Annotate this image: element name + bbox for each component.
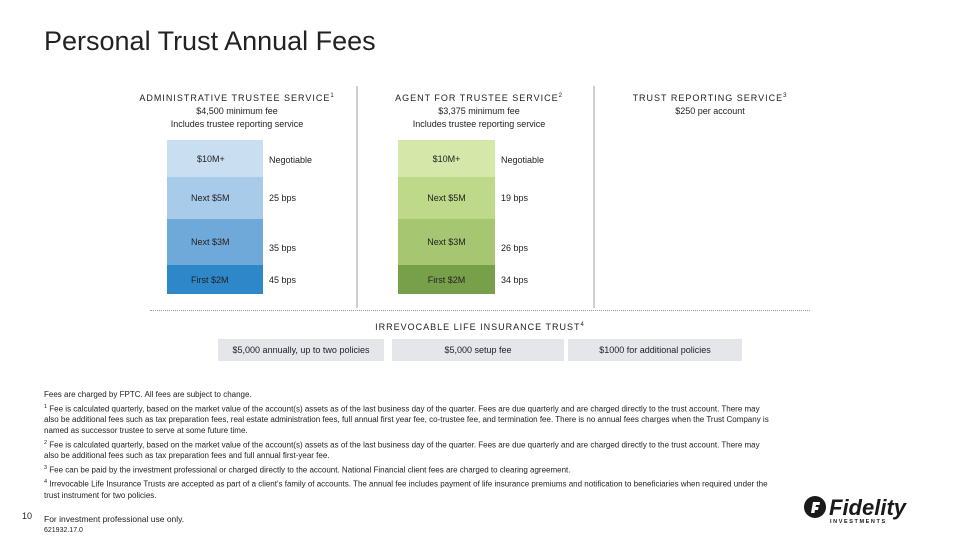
footnote-1-sup: 1 [44,403,48,410]
footnote-2-text: Fee is calculated quarterly, based on th… [44,440,760,461]
agent-tier-label: $10M+ [432,153,461,164]
reporting-service-title: TRUST REPORTING SERVICE [632,93,784,103]
footnote-4-text: Irrevocable Life Insurance Trusts are ac… [44,479,768,500]
agent-tier-next3m: Next $3M [398,219,495,265]
section-separator [150,310,810,311]
reporting-fee: $250 per account [675,106,745,116]
footnote-1: 1 Fee is calculated quarterly, based on … [44,402,772,437]
column-divider [356,86,358,308]
admin-service-title: ADMINISTRATIVE TRUSTEE SERVICE [139,93,331,103]
admin-tier-label: Next $3M [191,237,230,247]
admin-fee-first2m: 45 bps [269,275,297,285]
reporting-service-header: TRUST REPORTING SERVICE3 $250 per accoun… [612,90,808,118]
footnote-3: 3 Fee can be paid by the investment prof… [44,463,772,476]
agent-service-title: AGENT FOR TRUSTEE SERVICE [395,93,559,103]
ilit-title: IRREVOCABLE LIFE INSURANCE TRUST [375,322,581,332]
admin-service-sup: 1 [330,93,335,99]
agent-service-header: AGENT FOR TRUSTEE SERVICE2 $3,375 minimu… [372,90,586,131]
footnote-2-sup: 2 [44,439,48,446]
usage-notice: For investment professional use only. [44,514,185,524]
agent-tier-next5m: Next $5M [398,177,495,219]
footnote-4: 4 Irrevocable Life Insurance Trusts are … [44,477,772,501]
agent-fee-first2m: 34 bps [501,275,529,285]
column-divider [593,86,595,308]
admin-fee-10m: Negotiable [269,155,313,165]
admin-fee-next5m: 25 bps [269,193,297,203]
footnotes: Fees are charged by FPTC. All fees are s… [44,389,772,502]
fidelity-logo: Fidelity INVESTMENTS [803,493,927,525]
admin-fee-next3m: 35 bps [269,243,297,253]
agent-fee-next3m: 26 bps [501,243,529,253]
admin-tier-10m: $10M+ [167,140,263,177]
page-number: 10 [22,511,33,521]
footnote-3-text: Fee can be paid by the investment profes… [49,465,571,475]
agent-tier-label: First $2M [427,274,466,285]
document-code: 621932.17.0 [44,527,83,534]
svg-text:INVESTMENTS: INVESTMENTS [830,519,887,525]
admin-tier-label: First $2M [191,274,229,285]
footnote-1-text: Fee is calculated quarterly, based on th… [44,404,769,436]
admin-tier-label: $10M+ [197,153,225,164]
admin-tier-label: Next $5M [191,193,230,203]
svg-text:Fidelity: Fidelity [829,495,908,520]
footnote-2: 2 Fee is calculated quarterly, based on … [44,438,772,462]
admin-tier-next5m: Next $5M [167,177,263,219]
admin-tier-next3m: Next $3M [167,219,263,265]
admin-service-header: ADMINISTRATIVE TRUSTEE SERVICE1 $4,500 m… [130,90,344,131]
admin-tier-first2m: First $2M [167,265,263,294]
reporting-service-sup: 3 [783,93,788,99]
footnote-3-sup: 3 [44,464,48,471]
page-title: Personal Trust Annual Fees [44,26,376,56]
ilit-additional-fee: $1000 for additional policies [568,339,742,361]
agent-tier-first2m: First $2M [398,265,495,294]
ilit-setup-fee: $5,000 setup fee [392,339,564,361]
agent-min-fee: $3,375 minimum fee [438,106,520,116]
admin-min-fee: $4,500 minimum fee [196,106,278,116]
agent-fee-next5m: 19 bps [501,193,529,203]
agent-service-sup: 2 [558,93,563,99]
footnote-4-sup: 4 [44,478,48,485]
ilit-annual-fee: $5,000 annually, up to two policies [218,339,384,361]
agent-tier-label: Next $5M [427,193,466,203]
agent-fee-10m: Negotiable [501,155,545,165]
agent-includes: Includes trustee reporting service [412,119,546,129]
fidelity-logo-icon: Fidelity INVESTMENTS [804,495,908,525]
ilit-sup: 4 [580,322,585,328]
footnote-intro: Fees are charged by FPTC. All fees are s… [44,390,252,399]
agent-tier-10m: $10M+ [398,140,495,177]
agent-tier-label: Next $3M [427,237,466,247]
admin-includes: Includes trustee reporting service [170,119,304,129]
ilit-header: IRREVOCABLE LIFE INSURANCE TRUST4 [360,322,600,332]
